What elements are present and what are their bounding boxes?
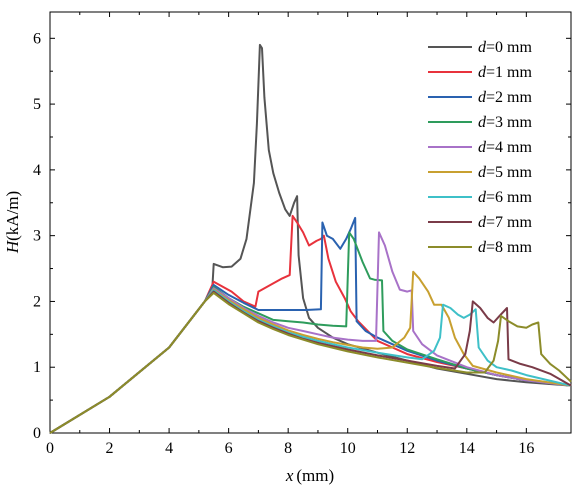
series-line-d6 [49, 289, 572, 434]
legend-label: d=4 mm [478, 139, 532, 156]
series-line-d7 [49, 290, 572, 434]
legend-label: d=3 mm [478, 114, 532, 131]
legend-entry: d=0 mm [428, 39, 532, 56]
legend-label: d=2 mm [478, 89, 532, 106]
x-tick-label: 14 [459, 440, 475, 457]
y-tick-label: 4 [33, 162, 41, 179]
series-line-d4 [49, 231, 572, 434]
legend-label: d=6 mm [478, 189, 532, 206]
legend-entry: d=1 mm [428, 64, 532, 81]
legend-label: d=7 mm [478, 214, 532, 231]
x-tick-label: 8 [284, 440, 292, 457]
legend-entry: d=8 mm [428, 239, 532, 256]
series-lines [49, 43, 572, 434]
y-tick-label: 3 [33, 228, 41, 245]
x-tick-label: 12 [399, 440, 415, 457]
legend-entry: d=2 mm [428, 89, 532, 106]
x-tick-label: 2 [106, 440, 114, 457]
legend-label: d=0 mm [478, 39, 532, 56]
y-tick-label: 1 [33, 359, 41, 376]
x-tick-label: 0 [46, 440, 54, 457]
y-axis-title: H(kA/m) [3, 191, 22, 254]
y-tick-label: 2 [33, 293, 41, 310]
x-tick-label: 16 [518, 440, 534, 457]
series-line-d1 [49, 214, 572, 434]
legend-label: d=5 mm [478, 164, 532, 181]
legend-entry: d=3 mm [428, 114, 532, 131]
y-tick-label: 0 [33, 425, 41, 442]
legend-entry: d=5 mm [428, 164, 532, 181]
series-line-d8 [49, 291, 572, 434]
legend-label: d=8 mm [478, 239, 532, 256]
y-tick-label: 5 [33, 96, 41, 113]
legend-entry: d=4 mm [428, 139, 532, 156]
x-axis-title: x (mm) [285, 466, 334, 485]
legend-entry: d=6 mm [428, 189, 532, 206]
legend-entry: d=7 mm [428, 214, 532, 231]
legend: d=0 mm d=1 mm d=2 mm d=3 mm d=4 mm d=5 mm d=6 … [428, 39, 532, 256]
series-line-d5 [49, 270, 572, 434]
y-tick-label: 6 [33, 30, 41, 47]
plot-frame [49, 11, 572, 434]
x-tick-label: 4 [165, 440, 173, 457]
x-tick-label: 6 [225, 440, 233, 457]
legend-label: d=1 mm [478, 64, 532, 81]
x-tick-label: 10 [340, 440, 356, 457]
series-line-d0 [49, 43, 572, 434]
series-line-d2 [49, 216, 572, 434]
